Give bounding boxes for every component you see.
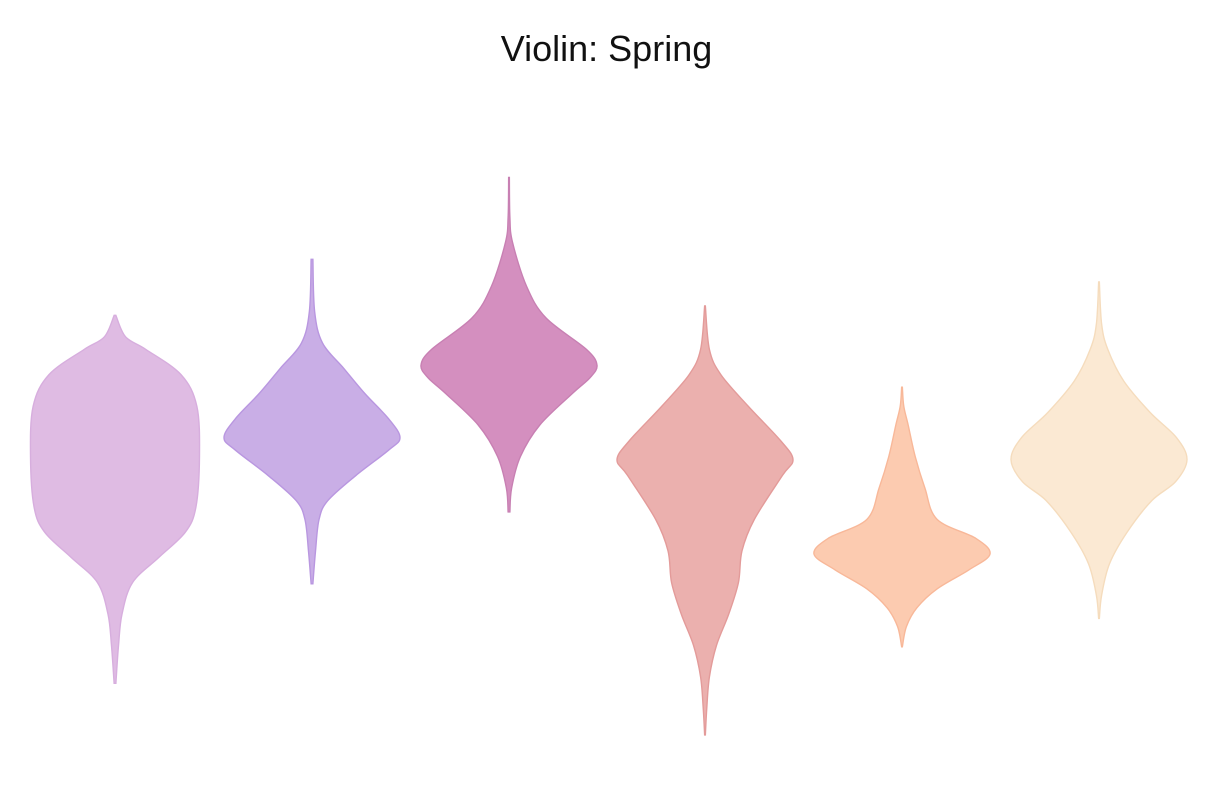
violin-3 [420, 176, 598, 513]
chart-title: Violin: Spring [500, 28, 713, 69]
violin-4 [616, 305, 794, 736]
violin-5 [813, 386, 991, 648]
violin-6 [1010, 281, 1188, 620]
violin-1 [29, 314, 201, 684]
violin-2 [223, 258, 401, 585]
